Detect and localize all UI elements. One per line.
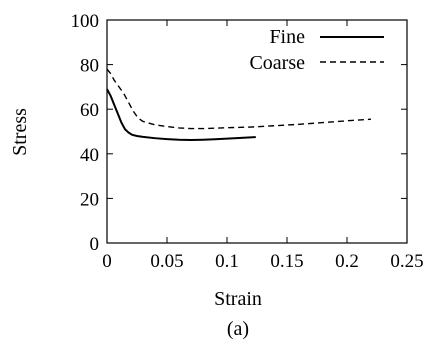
y-tick-label: 0 xyxy=(90,234,100,255)
x-tick-label: 0.05 xyxy=(150,251,183,272)
y-tick-label: 60 xyxy=(80,100,99,121)
legend-label-coarse: Coarse xyxy=(249,52,305,74)
y-tick-label: 80 xyxy=(80,56,99,77)
x-tick-label: 0.1 xyxy=(215,251,239,272)
plot-frame xyxy=(106,19,408,244)
ticks: 0 0.05 0.1 0.15 0.2 0.25 0 20 40 60 80 100 xyxy=(71,11,424,272)
legend-label-fine: Fine xyxy=(269,26,305,48)
y-tick-label: 40 xyxy=(80,145,99,166)
x-tick-label: 0.2 xyxy=(335,251,359,272)
y-axis-label: Stress xyxy=(9,108,31,156)
axes xyxy=(106,19,408,244)
series-line-coarse xyxy=(106,68,372,130)
legend: Fine Coarse xyxy=(249,26,384,74)
series-line-fine xyxy=(106,88,256,141)
x-tick-label: 0.25 xyxy=(390,251,423,272)
x-axis-label: Strain xyxy=(214,288,262,310)
x-tick-label: 0.15 xyxy=(270,251,303,272)
series-lines xyxy=(106,68,372,141)
x-tick-label: 0 xyxy=(102,251,112,272)
y-tick-label: 100 xyxy=(71,11,100,32)
y-tick-label: 20 xyxy=(80,189,99,210)
figure-caption: (a) xyxy=(227,318,249,340)
